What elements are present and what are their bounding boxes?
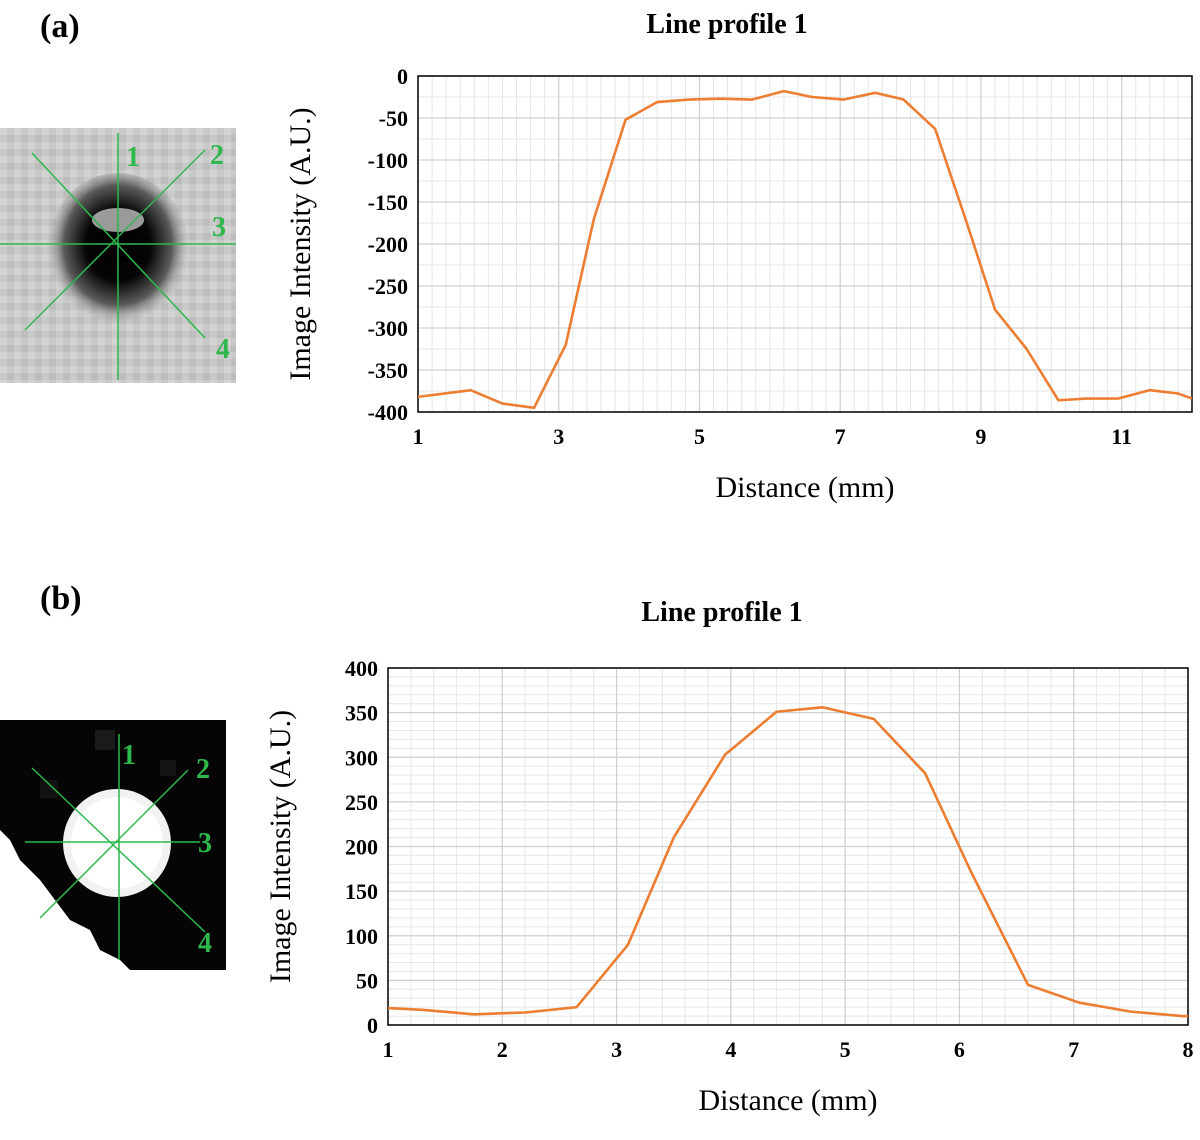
y-tick-label: -50 [379, 106, 408, 131]
line-profile-chart-b: 1 2 3 4 5 6 7 8 0 50 100 150 200 250 300 350 400 Line pro… [264, 597, 1194, 1117]
x-tick-label: 1 [383, 1037, 394, 1062]
x-tick-label: 8 [1183, 1037, 1194, 1062]
x-tick-label: 3 [553, 424, 564, 449]
line-number-2: 2 [210, 140, 224, 171]
panel-b-thumbnail: 1 2 3 4 [0, 720, 226, 970]
plot-frame [417, 75, 1193, 413]
profile-lines [25, 734, 206, 960]
chart-title: Line profile 1 [646, 9, 807, 40]
y-axis-label: Image Intensity (A.U.) [284, 107, 317, 380]
y-tick-label: 50 [356, 968, 378, 993]
x-tick-label: 5 [694, 424, 705, 449]
y-tick-label: 400 [345, 656, 378, 681]
y-tick-label: 300 [345, 745, 378, 770]
line-number-4: 4 [216, 334, 230, 365]
y-tick-label: 0 [367, 1013, 378, 1038]
y-tick-label: 0 [397, 64, 408, 89]
line-number-1: 1 [126, 142, 140, 173]
line-number-4: 4 [198, 928, 212, 959]
data-series-line [387, 705, 1188, 1018]
x-tick-label: 1 [413, 424, 424, 449]
x-tick-label: 5 [840, 1037, 851, 1062]
x-tick-label: 6 [954, 1037, 965, 1062]
plot-frame [387, 667, 1189, 1026]
x-tick-label: 4 [725, 1037, 736, 1062]
y-tick-label: -300 [368, 316, 408, 341]
chart-title: Line profile 1 [641, 597, 802, 628]
grid [417, 75, 1193, 413]
y-tick-label: 150 [345, 879, 378, 904]
x-tick-label: 11 [1111, 424, 1132, 449]
x-axis-label: Distance (mm) [698, 1084, 877, 1117]
x-tick-label: 7 [1068, 1037, 1079, 1062]
panel-a-thumbnail: 1 2 3 4 [0, 128, 236, 383]
y-tick-label: 200 [345, 835, 378, 860]
y-tick-label: -350 [368, 358, 408, 383]
x-tick-label: 2 [497, 1037, 508, 1062]
y-tick-label: -250 [368, 274, 408, 299]
y-tick-label: 100 [345, 924, 378, 949]
line-number-1: 1 [122, 740, 136, 771]
x-tick-label: 9 [975, 424, 986, 449]
x-tick-label: 3 [611, 1037, 622, 1062]
grid [387, 667, 1189, 1026]
y-tick-label: 350 [345, 701, 378, 726]
y-axis-label: Image Intensity (A.U.) [264, 710, 297, 983]
y-tick-label: -400 [368, 400, 408, 425]
line-number-3: 3 [198, 828, 212, 859]
panel-b-label: (b) [40, 580, 82, 617]
panel-a-label: (a) [40, 8, 80, 45]
x-tick-label: 7 [835, 424, 846, 449]
line-profile-chart-a: 1 3 5 7 9 11 0 -50 -100 -150 -200 -250 -300 -350 -400 L… [284, 9, 1193, 504]
y-tick-label: 250 [345, 790, 378, 815]
y-tick-label: -150 [368, 190, 408, 215]
line-number-3: 3 [212, 212, 226, 243]
y-tick-label: -200 [368, 232, 408, 257]
profile-lines [0, 133, 236, 380]
line-number-2: 2 [196, 754, 210, 785]
data-series-line [417, 89, 1193, 410]
y-tick-label: -100 [368, 148, 408, 173]
x-axis-label: Distance (mm) [715, 471, 894, 504]
